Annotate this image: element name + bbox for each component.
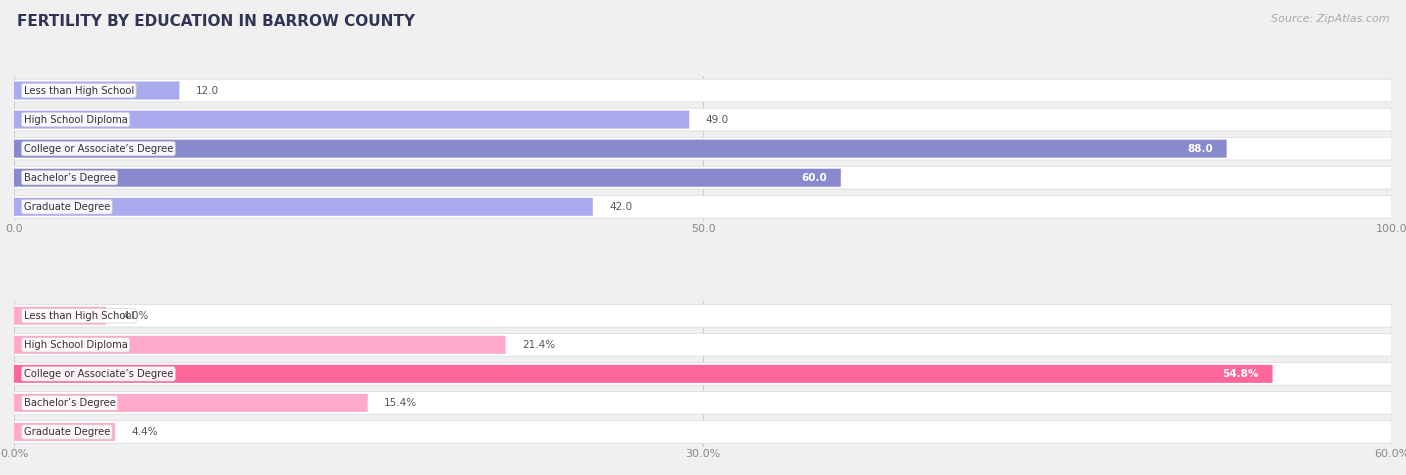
Text: High School Diploma: High School Diploma	[24, 114, 128, 124]
FancyBboxPatch shape	[14, 79, 1392, 102]
Text: 4.0%: 4.0%	[122, 311, 149, 321]
FancyBboxPatch shape	[14, 111, 689, 129]
Text: 12.0: 12.0	[195, 86, 219, 95]
Text: 15.4%: 15.4%	[384, 398, 418, 408]
Text: Bachelor’s Degree: Bachelor’s Degree	[24, 173, 115, 183]
FancyBboxPatch shape	[14, 195, 1392, 218]
Text: Less than High School: Less than High School	[24, 311, 134, 321]
FancyBboxPatch shape	[14, 423, 115, 441]
FancyBboxPatch shape	[14, 166, 1392, 189]
Text: 21.4%: 21.4%	[522, 340, 555, 350]
Text: College or Associate’s Degree: College or Associate’s Degree	[24, 143, 173, 153]
FancyBboxPatch shape	[14, 82, 180, 100]
Text: Bachelor’s Degree: Bachelor’s Degree	[24, 398, 115, 408]
FancyBboxPatch shape	[14, 304, 1392, 327]
FancyBboxPatch shape	[14, 336, 506, 354]
FancyBboxPatch shape	[14, 421, 1392, 443]
Text: 4.4%: 4.4%	[132, 427, 157, 437]
Text: 60.0: 60.0	[801, 173, 827, 183]
FancyBboxPatch shape	[14, 391, 1392, 414]
Text: High School Diploma: High School Diploma	[24, 340, 128, 350]
Text: FERTILITY BY EDUCATION IN BARROW COUNTY: FERTILITY BY EDUCATION IN BARROW COUNTY	[17, 14, 415, 29]
Text: 54.8%: 54.8%	[1222, 369, 1258, 379]
Text: Graduate Degree: Graduate Degree	[24, 427, 110, 437]
Text: 42.0: 42.0	[609, 202, 633, 212]
Text: Source: ZipAtlas.com: Source: ZipAtlas.com	[1271, 14, 1389, 24]
FancyBboxPatch shape	[14, 365, 1272, 383]
FancyBboxPatch shape	[14, 394, 368, 412]
FancyBboxPatch shape	[14, 198, 593, 216]
Text: 88.0: 88.0	[1187, 143, 1213, 153]
Text: College or Associate’s Degree: College or Associate’s Degree	[24, 369, 173, 379]
FancyBboxPatch shape	[14, 169, 841, 187]
FancyBboxPatch shape	[14, 108, 1392, 131]
FancyBboxPatch shape	[14, 362, 1392, 385]
FancyBboxPatch shape	[14, 333, 1392, 356]
Text: Graduate Degree: Graduate Degree	[24, 202, 110, 212]
FancyBboxPatch shape	[14, 137, 1392, 160]
Text: 49.0: 49.0	[706, 114, 728, 124]
Text: Less than High School: Less than High School	[24, 86, 134, 95]
FancyBboxPatch shape	[14, 307, 105, 325]
FancyBboxPatch shape	[14, 140, 1226, 158]
